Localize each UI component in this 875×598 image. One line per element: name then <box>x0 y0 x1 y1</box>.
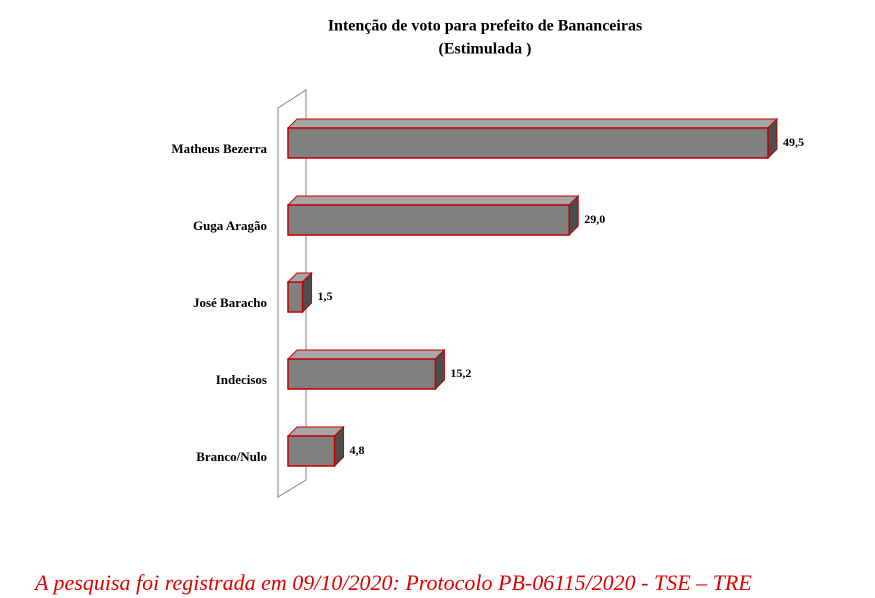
value-label: 4,8 <box>350 443 365 457</box>
chart-subtitle: (Estimulada ) <box>439 41 532 58</box>
value-label: 15,2 <box>450 366 471 380</box>
value-label: 49,5 <box>783 135 804 149</box>
bar-top <box>286 195 580 206</box>
bar <box>287 435 336 467</box>
category-label: Guga Aragão <box>193 218 267 233</box>
category-label: José Baracho <box>193 295 267 310</box>
value-label: 1,5 <box>318 289 333 303</box>
category-label: Indecisos <box>216 372 267 387</box>
category-label: Matheus Bezerra <box>171 141 267 156</box>
bar <box>287 127 769 159</box>
bar-top <box>286 118 779 129</box>
value-label: 29,0 <box>584 212 605 226</box>
bar-top <box>286 349 446 360</box>
bar <box>287 358 437 390</box>
bar <box>287 281 304 313</box>
category-label: Branco/Nulo <box>196 449 267 464</box>
bar <box>287 204 570 236</box>
footer-note: A pesquisa foi registrada em 09/10/2020:… <box>33 570 752 595</box>
chart-title: Intenção de voto para prefeito de Bananc… <box>328 18 642 35</box>
